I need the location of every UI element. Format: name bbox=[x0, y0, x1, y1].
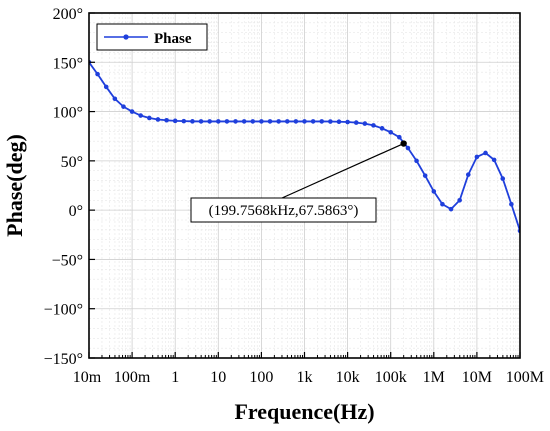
data-point bbox=[491, 157, 497, 163]
x-tick-label: 100 bbox=[249, 369, 273, 386]
data-point bbox=[457, 197, 462, 203]
annotation: (199.7568kHz,67.5863°) bbox=[190, 140, 407, 223]
y-tick-label: 50° bbox=[61, 154, 83, 171]
annotation-text: (199.7568kHz,67.5863°) bbox=[209, 203, 359, 219]
data-point bbox=[198, 119, 204, 124]
data-point bbox=[500, 176, 506, 181]
annotation-point bbox=[400, 140, 407, 147]
data-point bbox=[241, 119, 247, 124]
y-tick-label: 100° bbox=[53, 105, 83, 122]
data-point bbox=[422, 173, 428, 178]
data-point bbox=[267, 119, 273, 124]
data-point bbox=[121, 104, 126, 109]
x-tick-label: 10 bbox=[210, 369, 226, 386]
data-point bbox=[224, 119, 230, 124]
y-tick-label: −100° bbox=[44, 302, 83, 319]
data-point bbox=[293, 119, 299, 124]
data-point bbox=[345, 119, 350, 125]
data-point bbox=[379, 126, 385, 131]
x-tick-label: 1M bbox=[423, 369, 445, 386]
annotation-box bbox=[190, 197, 377, 223]
grid-minor bbox=[89, 13, 520, 358]
x-tick-label: 1k bbox=[297, 369, 313, 386]
data-point bbox=[190, 119, 195, 124]
x-tick-label: 1 bbox=[171, 369, 179, 386]
data-point bbox=[147, 115, 152, 121]
y-tick-label: −150° bbox=[44, 351, 83, 368]
series-layer bbox=[89, 59, 520, 234]
legend: Phase bbox=[96, 23, 208, 51]
data-point bbox=[414, 158, 419, 164]
legend-point-marker bbox=[123, 34, 129, 40]
legend-label: Phase bbox=[154, 31, 192, 47]
data-point bbox=[310, 119, 316, 124]
data-point bbox=[431, 189, 437, 194]
data-point bbox=[353, 120, 359, 125]
data-point bbox=[465, 172, 471, 177]
data-point bbox=[483, 150, 488, 156]
data-point bbox=[95, 71, 100, 77]
data-point bbox=[319, 119, 325, 124]
x-tick-label: 10m bbox=[73, 369, 102, 386]
data-point bbox=[474, 154, 480, 160]
data-point bbox=[397, 134, 402, 140]
data-point bbox=[181, 118, 187, 124]
data-point bbox=[259, 119, 264, 124]
axis-ticks bbox=[88, 12, 521, 359]
data-point bbox=[448, 206, 454, 212]
x-tick-label: 10k bbox=[336, 369, 360, 386]
data-point bbox=[207, 119, 212, 124]
x-tick-labels: 10m 100m 1 10 100 1k 10k 100k 1M 10M 100M bbox=[73, 369, 544, 386]
x-tick-label: 10M bbox=[462, 369, 492, 386]
y-tick-label: 0° bbox=[69, 203, 83, 220]
data-point bbox=[216, 119, 221, 124]
data-point bbox=[138, 113, 143, 118]
data-point bbox=[388, 129, 394, 135]
data-point bbox=[509, 201, 514, 207]
data-point bbox=[172, 118, 178, 124]
data-point bbox=[233, 119, 238, 124]
y-tick-labels: 200° 150° 100° 50° 0° −50° −100° −150° bbox=[44, 6, 83, 368]
y-tick-label: 200° bbox=[53, 6, 83, 23]
data-point bbox=[164, 117, 169, 123]
x-tick-label: 100M bbox=[506, 369, 544, 386]
data-point bbox=[336, 119, 342, 125]
x-tick-label: 100m bbox=[114, 369, 151, 386]
y-tick-label: −50° bbox=[52, 252, 83, 269]
y-tick-label: 150° bbox=[53, 55, 83, 72]
data-point bbox=[302, 119, 307, 124]
data-point bbox=[405, 145, 411, 151]
data-point bbox=[440, 201, 445, 207]
annotation-leader-line bbox=[281, 142, 404, 199]
data-point bbox=[112, 96, 118, 102]
series-group bbox=[89, 59, 520, 234]
x-axis-title: Frequence(Hz) bbox=[234, 399, 374, 424]
data-point bbox=[371, 123, 376, 128]
grid-major bbox=[88, 12, 521, 359]
x-tick-label: 100k bbox=[375, 369, 407, 386]
data-point bbox=[328, 119, 333, 124]
data-point bbox=[129, 109, 135, 114]
data-point bbox=[103, 84, 109, 90]
data-point bbox=[155, 117, 161, 122]
data-point bbox=[250, 119, 256, 124]
data-point bbox=[362, 121, 368, 126]
y-axis-title: Phase(deg) bbox=[2, 134, 27, 237]
data-point bbox=[284, 119, 290, 124]
data-point bbox=[276, 119, 281, 124]
